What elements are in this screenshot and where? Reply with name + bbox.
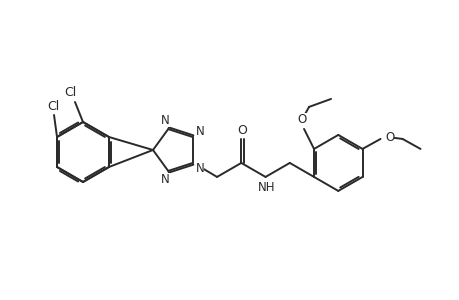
- Text: Cl: Cl: [47, 100, 59, 112]
- Text: O: O: [237, 124, 246, 136]
- Text: O: O: [384, 131, 393, 144]
- Text: N: N: [195, 162, 204, 175]
- Text: Cl: Cl: [64, 85, 76, 98]
- Text: N: N: [195, 125, 204, 138]
- Text: N: N: [161, 114, 169, 127]
- Text: NH: NH: [257, 182, 274, 194]
- Text: N: N: [161, 173, 169, 186]
- Text: O: O: [297, 113, 306, 126]
